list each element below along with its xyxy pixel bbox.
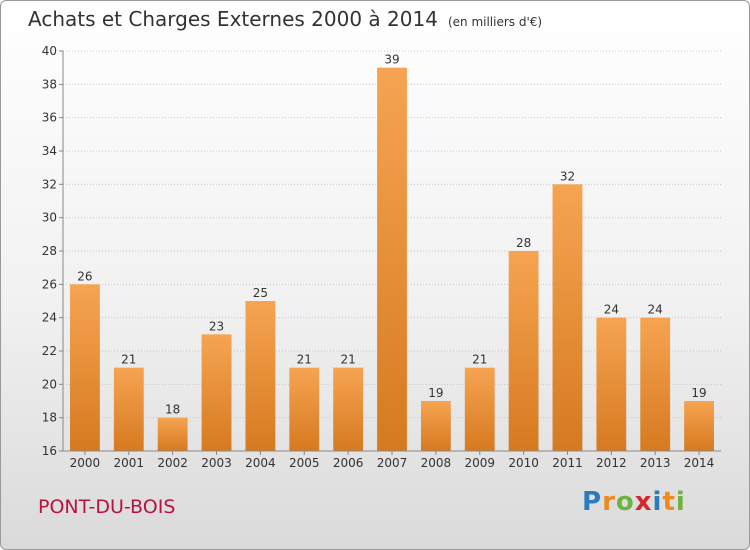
data-label-2001: 21: [121, 353, 136, 367]
y-tick-label: 32: [42, 177, 57, 191]
data-label-2011: 32: [560, 169, 575, 183]
data-label-2007: 39: [384, 53, 399, 67]
x-tick-label-2010: 2010: [508, 456, 539, 470]
data-label-2014: 19: [691, 386, 706, 400]
bar-2004: [245, 301, 276, 451]
logo-letter: t: [662, 487, 676, 517]
bar-2003: [201, 334, 232, 451]
data-label-2006: 21: [340, 353, 355, 367]
bar-2006: [333, 367, 364, 451]
bar-2010: [508, 251, 539, 451]
bar-2005: [289, 367, 320, 451]
y-tick-label: 20: [42, 377, 57, 391]
x-tick-label-2013: 2013: [640, 456, 671, 470]
x-tick-label-2000: 2000: [70, 456, 101, 470]
x-tick-label-2012: 2012: [596, 456, 627, 470]
proxiti-logo: Proxiti: [582, 487, 686, 517]
data-label-2005: 21: [297, 353, 312, 367]
x-tick-label-2003: 2003: [201, 456, 232, 470]
y-tick-label: 18: [42, 411, 57, 425]
y-tick-label: 28: [42, 244, 57, 258]
data-label-2004: 25: [253, 286, 268, 300]
data-label-2003: 23: [209, 319, 224, 333]
bar-2008: [420, 401, 451, 451]
logo-letter: r: [602, 487, 616, 517]
y-tick-label: 38: [42, 77, 57, 91]
bar-2013: [640, 317, 671, 451]
y-tick-label: 22: [42, 344, 57, 358]
x-tick-label-2002: 2002: [157, 456, 188, 470]
data-label-2000: 26: [77, 269, 92, 283]
y-tick-label: 24: [42, 311, 57, 325]
x-tick-label-2005: 2005: [289, 456, 320, 470]
chart-title: Achats et Charges Externes 2000 à 2014 (e…: [28, 7, 542, 31]
place-name: PONT-DU-BOIS: [38, 496, 176, 518]
x-tick-label-2007: 2007: [377, 456, 408, 470]
data-label-2013: 24: [648, 303, 663, 317]
bar-2000: [70, 284, 100, 451]
bar-2001: [113, 367, 144, 451]
logo-letter: P: [582, 487, 603, 517]
y-tick-label: 40: [42, 44, 57, 58]
x-tick-label-2006: 2006: [333, 456, 364, 470]
logo-letter: i: [675, 487, 686, 517]
data-labels: 26 21 18 23 25 21 21 39 19 21 28 32 24 24 19: [77, 53, 706, 417]
x-tick-label-2004: 2004: [245, 456, 276, 470]
x-tick-label-2008: 2008: [421, 456, 452, 470]
x-axis: 2000 2001 2002 2003 2004 2005 2006 2007 2008 2009…: [63, 450, 721, 470]
data-label-2008: 19: [428, 386, 443, 400]
y-tick-label: 26: [42, 277, 57, 291]
y-axis: 16 18 20 22 24 26 28 30 32 34 36 38 40: [42, 44, 64, 458]
logo-letter: i: [652, 487, 663, 517]
bar-2012: [596, 317, 627, 451]
logo-letter: o: [615, 487, 635, 517]
y-tick-label: 30: [42, 211, 57, 225]
x-tick-label-2001: 2001: [114, 456, 145, 470]
y-tick-label: 36: [42, 111, 57, 125]
data-label-2010: 28: [516, 236, 531, 250]
bar-2002: [157, 417, 188, 451]
logo-letter: x: [634, 487, 653, 517]
data-label-2002: 18: [165, 403, 180, 417]
data-label-2009: 21: [472, 353, 487, 367]
x-tick-label-2014: 2014: [684, 456, 715, 470]
bar-2014: [684, 401, 714, 451]
y-tick-label: 16: [42, 444, 57, 458]
bar-2011: [552, 184, 583, 452]
y-tick-label: 34: [42, 144, 57, 158]
x-tick-label-2011: 2011: [552, 456, 583, 470]
chart-title-text: Achats et Charges Externes 2000 à 2014: [28, 7, 438, 31]
bar-2007: [377, 67, 407, 452]
bar-2009: [464, 367, 495, 451]
chart-unit-note: (en milliers d'€): [447, 15, 543, 29]
data-label-2012: 24: [604, 303, 619, 317]
bars: [70, 67, 714, 452]
x-tick-label-2009: 2009: [464, 456, 495, 470]
